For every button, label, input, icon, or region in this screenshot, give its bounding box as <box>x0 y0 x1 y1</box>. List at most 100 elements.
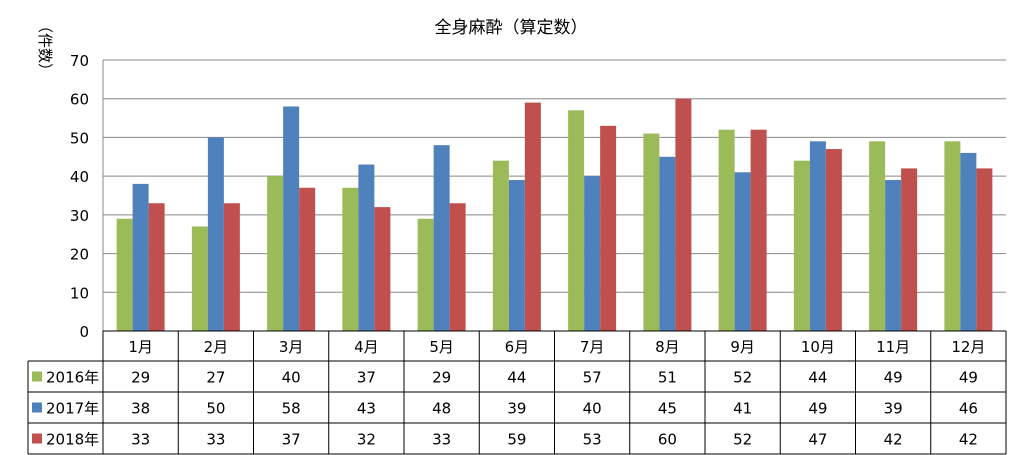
y-tick-label: 0 <box>79 323 89 341</box>
bar-2017年-5月 <box>433 145 450 331</box>
bar-2017年-9月 <box>734 172 751 331</box>
table-cell-value: 52 <box>733 369 752 387</box>
table-cell-value: 33 <box>206 431 225 449</box>
bar-2016年-2月 <box>191 226 208 331</box>
table-cell-value: 57 <box>583 369 602 387</box>
bar-2016年-1月 <box>116 218 133 331</box>
bar-2018年-1月 <box>148 203 165 331</box>
bar-2018年-5月 <box>449 203 466 331</box>
bar-2016年-8月 <box>643 133 660 331</box>
y-axis-label: （件数） <box>36 18 54 78</box>
x-tick-label: 11月 <box>876 338 910 356</box>
x-tick-label: 3月 <box>279 338 304 356</box>
bar-2018年-11月 <box>901 168 918 331</box>
y-tick-label: 30 <box>70 207 89 225</box>
bar-2018年-3月 <box>299 187 316 331</box>
bar-2018年-6月 <box>524 102 541 331</box>
table-cell-value: 58 <box>282 400 301 418</box>
bar-2018年-2月 <box>223 203 240 331</box>
bar-2016年-10月 <box>793 160 810 331</box>
x-tick-label: 8月 <box>655 338 680 356</box>
table-cell-value: 47 <box>808 431 827 449</box>
bar-2016年-12月 <box>944 141 961 331</box>
table-cell-value: 37 <box>357 369 376 387</box>
y-tick-label: 40 <box>70 168 89 186</box>
table-cell-value: 40 <box>583 400 602 418</box>
x-tick-label: 7月 <box>580 338 605 356</box>
table-cell-value: 44 <box>808 369 827 387</box>
bar-2017年-2月 <box>207 137 224 331</box>
table-cell-value: 49 <box>884 369 903 387</box>
bar-2018年-8月 <box>675 98 692 331</box>
bar-2018年-12月 <box>976 168 993 331</box>
table-cell-value: 39 <box>884 400 903 418</box>
y-tick-labels: 0 10 20 30 40 50 60 70 <box>70 52 89 341</box>
bar-2017年-10月 <box>809 141 826 331</box>
table-cell-value: 44 <box>507 369 526 387</box>
legend-label: 2018年 <box>46 431 99 449</box>
bar-2016年-9月 <box>718 129 735 331</box>
legend-label: 2016年 <box>46 369 99 387</box>
x-tick-label: 9月 <box>730 338 755 356</box>
table-cell-value: 43 <box>357 400 376 418</box>
y-tick-label: 20 <box>70 246 89 264</box>
table-cell-value: 29 <box>131 369 150 387</box>
table-cell-value: 50 <box>206 400 225 418</box>
y-tick-label: 70 <box>70 52 89 70</box>
bar-2018年-9月 <box>750 129 767 331</box>
y-tick-label: 50 <box>70 129 89 147</box>
table-cell-value: 32 <box>357 431 376 449</box>
table-cell-value: 53 <box>583 431 602 449</box>
legend-swatch <box>32 371 42 382</box>
y-tick-label: 10 <box>70 284 89 302</box>
bar-2017年-1月 <box>132 183 149 331</box>
bar-2017年-8月 <box>659 156 676 331</box>
table-cell-value: 48 <box>432 400 451 418</box>
table-cell-value: 52 <box>733 431 752 449</box>
table-cell-value: 49 <box>808 400 827 418</box>
table-cell-value: 41 <box>733 400 752 418</box>
x-tick-label: 6月 <box>505 338 530 356</box>
table-cell-value: 45 <box>658 400 677 418</box>
table-cell-value: 39 <box>507 400 526 418</box>
gridlines <box>102 59 1006 332</box>
table-cell-value: 40 <box>282 369 301 387</box>
x-tick-label: 12月 <box>951 338 985 356</box>
bar-2016年-6月 <box>492 160 509 331</box>
bar-2017年-4月 <box>358 164 375 331</box>
data-table: 1月 2月 3月 4月 5月 6月 7月 8月 9月 10月 11月 12月 2016年 29 27 40 37… <box>27 330 1007 455</box>
table-cell-value: 49 <box>959 369 978 387</box>
x-tick-label: 1月 <box>128 338 153 356</box>
table-cell-value: 29 <box>432 369 451 387</box>
bar-2018年-7月 <box>600 125 617 331</box>
table-cell-value: 46 <box>959 400 978 418</box>
table-cell-value: 27 <box>206 369 225 387</box>
chart-title: 全身麻酔（算定数） <box>435 18 588 38</box>
y-tick-label: 60 <box>70 91 89 109</box>
bars <box>116 98 993 331</box>
x-tick-label: 10月 <box>801 338 835 356</box>
bar-2016年-5月 <box>417 218 434 331</box>
bar-2017年-7月 <box>584 176 601 331</box>
table-cell-value: 59 <box>507 431 526 449</box>
table-cell-value: 42 <box>959 431 978 449</box>
bar-2017年-6月 <box>508 180 525 331</box>
table-cell-value: 42 <box>884 431 903 449</box>
bar-2018年-10月 <box>825 149 842 331</box>
bar-2017年-12月 <box>960 152 977 331</box>
x-tick-label: 5月 <box>429 338 454 356</box>
bar-2016年-3月 <box>267 176 284 331</box>
table-cell-value: 37 <box>282 431 301 449</box>
bar-2016年-7月 <box>568 110 585 331</box>
legend-label: 2017年 <box>46 400 99 418</box>
bar-2016年-4月 <box>342 187 359 331</box>
table-cell-value: 60 <box>658 431 677 449</box>
bar-2017年-3月 <box>283 106 300 331</box>
legend-swatch <box>32 402 42 413</box>
bar-2016年-11月 <box>869 141 886 331</box>
legend-swatch <box>32 433 42 444</box>
x-tick-label: 4月 <box>354 338 379 356</box>
table-cell-value: 38 <box>131 400 150 418</box>
x-tick-label: 2月 <box>204 338 229 356</box>
